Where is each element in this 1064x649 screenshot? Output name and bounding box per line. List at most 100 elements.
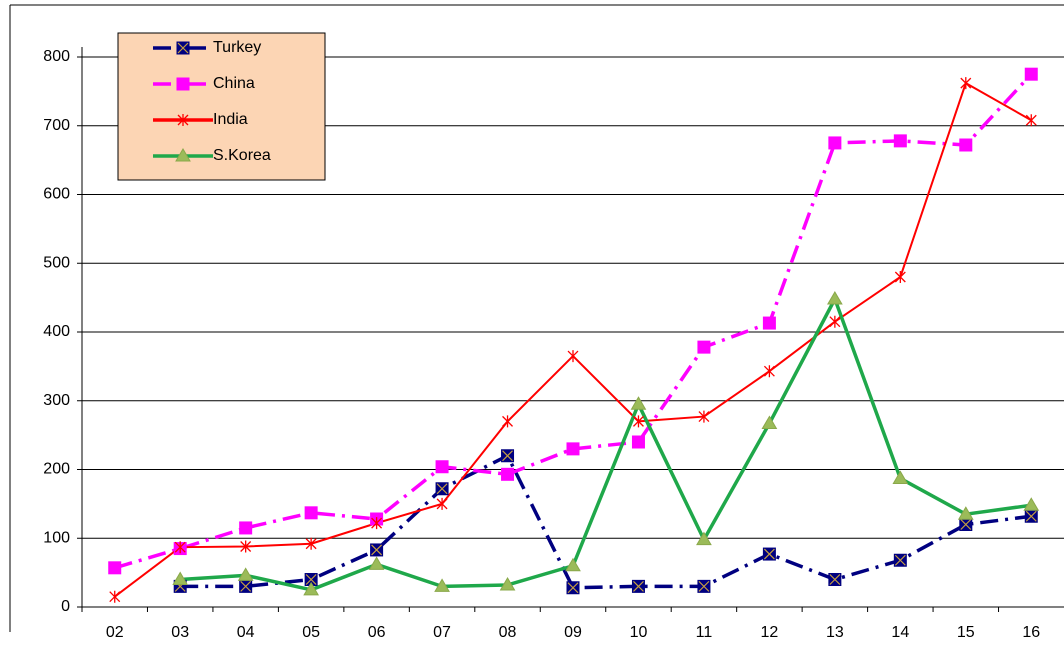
marker-cross [436, 483, 448, 495]
marker [893, 553, 907, 567]
marker-shape [697, 340, 711, 354]
marker-shape [108, 561, 122, 575]
x-tick-label: 15 [957, 624, 975, 641]
y-tick-label: 100 [43, 529, 70, 546]
marker-shape [177, 114, 189, 126]
marker [368, 556, 385, 570]
marker-cross [1025, 510, 1037, 522]
marker-cross [305, 574, 317, 585]
marker [172, 571, 189, 585]
marker [957, 506, 974, 520]
marker-shape [762, 316, 776, 330]
marker [434, 578, 450, 592]
marker [960, 77, 972, 90]
marker-shape [303, 581, 320, 596]
marker [174, 541, 186, 554]
marker-shape [960, 77, 972, 90]
marker [630, 396, 647, 410]
marker-shape [696, 531, 712, 546]
marker-shape [633, 415, 644, 428]
marker-cross [894, 554, 906, 566]
marker [499, 577, 516, 591]
x-tick-label: 06 [368, 624, 386, 641]
marker-cross [240, 580, 252, 592]
marker [239, 521, 253, 535]
marker-shape [502, 415, 513, 428]
marker [501, 449, 515, 463]
marker-shape [174, 541, 186, 554]
marker [108, 561, 122, 575]
marker [762, 547, 776, 561]
marker [829, 315, 841, 328]
marker-shape [566, 442, 580, 456]
marker [631, 435, 645, 449]
marker-shape [761, 415, 778, 429]
x-tick-label: 09 [564, 624, 582, 641]
marker-shape [172, 571, 189, 585]
marker [371, 517, 383, 530]
y-tick-label: 400 [43, 323, 70, 340]
marker-cross [567, 582, 579, 594]
legend-label: Turkey [213, 39, 261, 56]
marker [1023, 497, 1040, 511]
marker-shape [567, 350, 579, 363]
marker [239, 579, 253, 593]
marker-shape [829, 315, 841, 328]
marker [698, 410, 710, 423]
legend-label: S.Korea [213, 147, 271, 164]
series-line [180, 297, 1032, 592]
y-tick-label: 500 [43, 254, 70, 271]
x-tick-label: 08 [499, 624, 517, 641]
marker [893, 134, 907, 148]
marker [502, 415, 513, 428]
marker [109, 590, 121, 603]
marker-shape [1025, 114, 1037, 127]
marker-shape [304, 506, 318, 520]
marker-shape [631, 435, 645, 449]
marker [303, 581, 320, 596]
marker-shape [237, 567, 254, 581]
marker-shape [959, 138, 973, 152]
legend-label: India [213, 111, 248, 128]
marker [697, 340, 711, 354]
marker-shape [371, 517, 383, 530]
marker [1024, 509, 1038, 523]
marker [240, 540, 252, 553]
marker [501, 467, 515, 481]
marker-shape [894, 271, 906, 283]
marker [175, 148, 191, 162]
marker [762, 316, 776, 330]
y-tick-label: 700 [43, 117, 70, 134]
marker [761, 415, 778, 429]
marker [565, 557, 581, 572]
marker [305, 537, 317, 550]
marker [892, 470, 909, 484]
marker-shape [501, 467, 515, 481]
marker [631, 579, 645, 593]
x-tick-label: 03 [171, 624, 189, 641]
legend-box [117, 32, 326, 181]
marker-shape [892, 470, 909, 484]
x-tick-label: 14 [891, 624, 909, 641]
marker-shape [175, 148, 191, 162]
marker [894, 271, 906, 283]
marker [436, 497, 448, 510]
marker-cross [698, 580, 710, 592]
marker-shape [1024, 67, 1038, 81]
x-tick-label: 04 [237, 624, 255, 641]
y-tick-label: 0 [61, 598, 70, 615]
x-tick-label: 02 [106, 624, 124, 641]
x-tick-label: 13 [826, 624, 844, 641]
x-tick-label: 11 [696, 624, 713, 641]
marker [177, 114, 189, 126]
marker-shape [763, 365, 775, 378]
marker [176, 77, 190, 91]
marker-cross [960, 519, 972, 530]
marker-shape [957, 506, 974, 520]
marker-cross [502, 450, 513, 462]
x-tick-label: 16 [1022, 624, 1040, 641]
marker-cross [633, 580, 644, 592]
marker-cross [371, 544, 383, 556]
legend-label: China [213, 75, 255, 92]
y-tick-label: 200 [43, 461, 70, 478]
